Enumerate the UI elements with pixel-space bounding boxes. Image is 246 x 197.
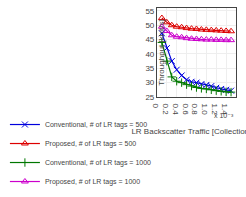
svg-text:0: 0 [151, 104, 160, 109]
svg-text:25: 25 [145, 93, 154, 102]
svg-text:35: 35 [145, 64, 154, 73]
svg-text:1.0: 1.0 [200, 104, 209, 116]
svg-text:50: 50 [145, 21, 154, 30]
svg-text:0.4: 0.4 [171, 104, 180, 116]
svg-text:Throughput [kbit/s]: Throughput [kbit/s] [157, 19, 166, 85]
svg-text:LR Backscatter Traffic [Collec: LR Backscatter Traffic [Collections/s] [131, 127, 246, 136]
svg-text:45: 45 [145, 35, 154, 44]
svg-text:40: 40 [145, 50, 154, 59]
svg-text:55: 55 [145, 7, 154, 16]
svg-text:x 10⁻³: x 10⁻³ [214, 112, 234, 119]
svg-text:1.2: 1.2 [210, 104, 219, 116]
svg-text:0.6: 0.6 [181, 104, 190, 116]
svg-text:Conventional, # of LR tags = 5: Conventional, # of LR tags = 500 [45, 121, 147, 129]
svg-text:0.2: 0.2 [161, 104, 170, 116]
svg-text:30: 30 [145, 78, 154, 87]
svg-text:Conventional, # of LR tags = 1: Conventional, # of LR tags = 1000 [45, 159, 151, 167]
svg-text:0.8: 0.8 [190, 104, 199, 116]
svg-text:Proposed, # of LR tags = 500: Proposed, # of LR tags = 500 [45, 140, 136, 148]
svg-text:Proposed, # of LR tags = 1000: Proposed, # of LR tags = 1000 [45, 178, 140, 186]
svg-text:1.4: 1.4 [220, 104, 229, 116]
